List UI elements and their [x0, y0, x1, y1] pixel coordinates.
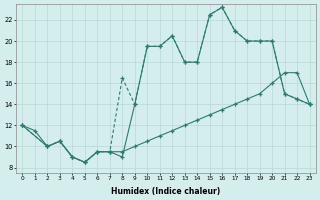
X-axis label: Humidex (Indice chaleur): Humidex (Indice chaleur)	[111, 187, 220, 196]
